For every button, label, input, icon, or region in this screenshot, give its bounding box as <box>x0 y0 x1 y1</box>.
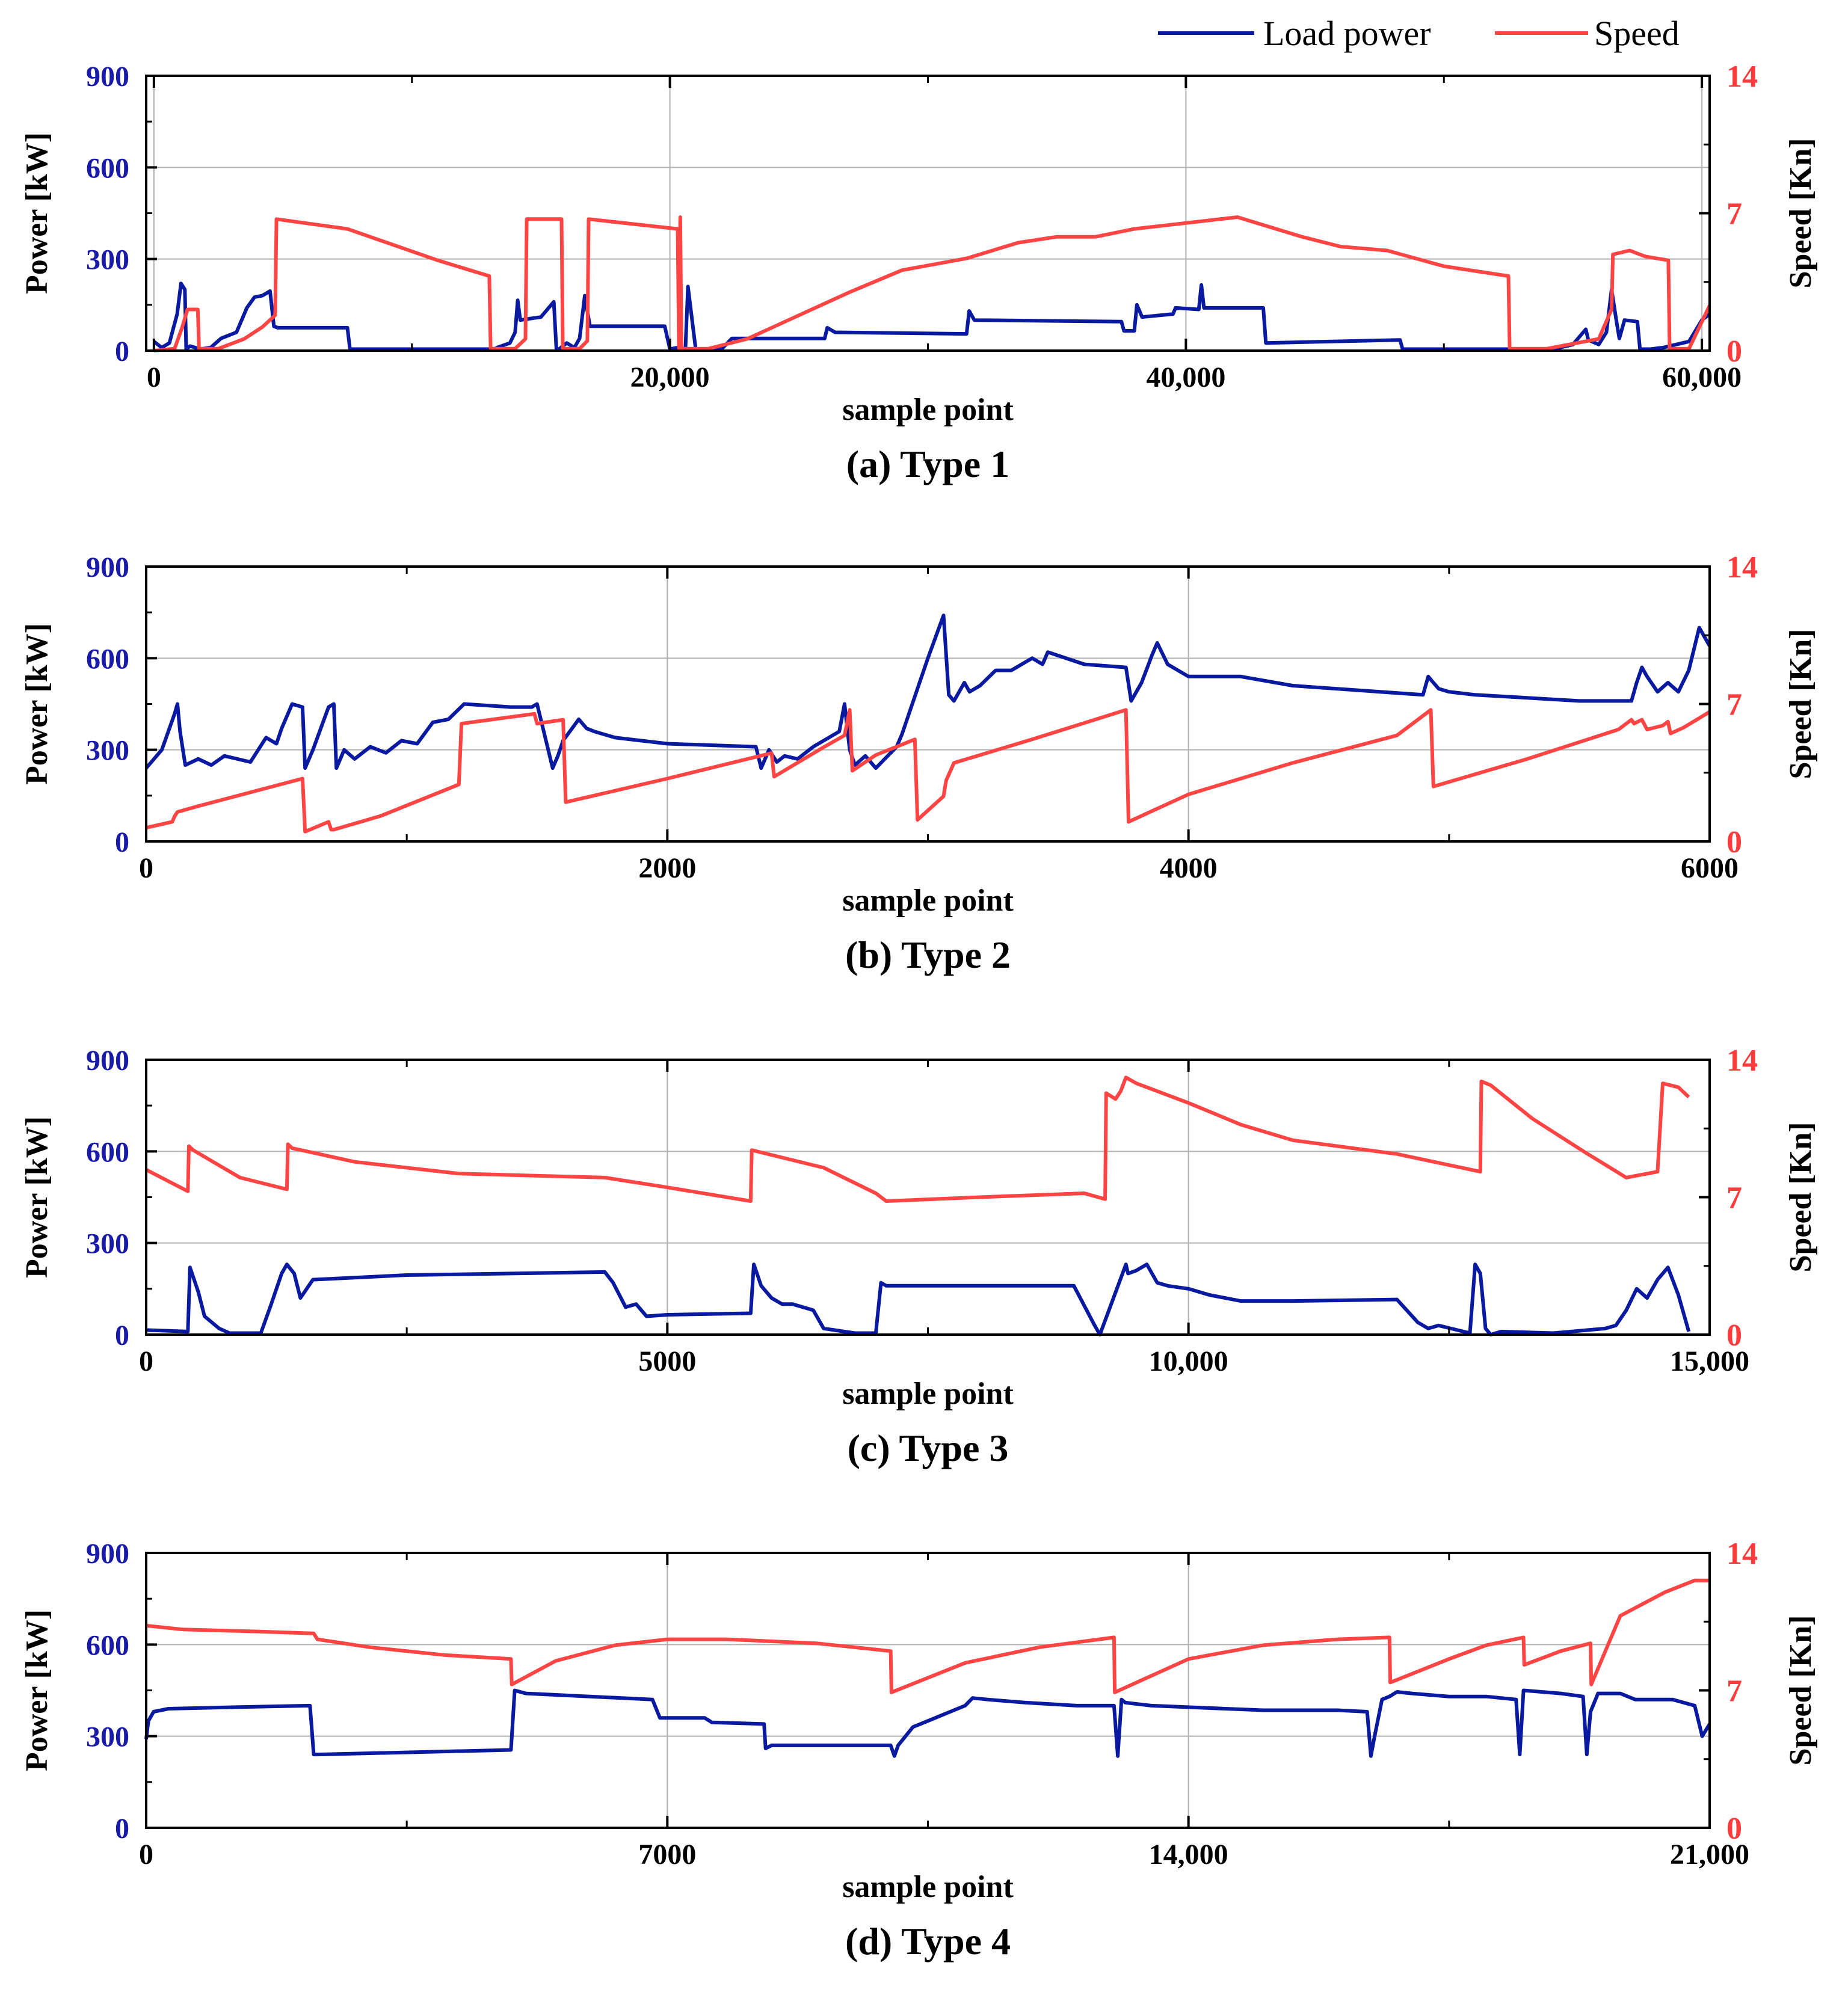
series-power <box>144 1688 1711 1758</box>
speed-line <box>145 1075 1690 1203</box>
x-tick-label: 7000 <box>638 1839 696 1871</box>
x-tick-label: 0 <box>139 852 153 884</box>
y-left-tick-label: 900 <box>86 1538 129 1570</box>
y-right-tick-label: 0 <box>1726 1812 1742 1846</box>
plot-frame <box>145 75 1711 352</box>
series-power <box>153 281 1711 351</box>
x-tick-label: 0 <box>139 1839 153 1871</box>
y-axis-right-title: Speed [Kn] <box>1784 1122 1818 1273</box>
x-tick-label: 10,000 <box>1149 1345 1228 1377</box>
x-axis-title: sample point <box>842 393 1014 427</box>
y-left-tick-label: 300 <box>86 1721 129 1753</box>
speed-line <box>146 708 1711 834</box>
grid <box>146 76 1710 351</box>
y-left-tick-label: 300 <box>86 735 129 767</box>
series-speed <box>146 1578 1710 1694</box>
x-tick-label: 40,000 <box>1146 361 1225 393</box>
series-speed <box>153 215 1711 352</box>
panel-caption: (c) Type 3 <box>848 1427 1009 1469</box>
y-left-tick-label: 600 <box>86 643 129 675</box>
x-tick-label: 5000 <box>638 1345 696 1377</box>
series-power <box>146 1262 1691 1336</box>
panel-caption: (a) Type 1 <box>846 443 1009 485</box>
y-right-tick-label: 14 <box>1726 1044 1758 1078</box>
load-power-line <box>153 281 1711 351</box>
y-left-tick-label: 900 <box>86 552 129 583</box>
x-tick-label: 60,000 <box>1662 361 1742 393</box>
x-axis-title: sample point <box>842 1870 1014 1904</box>
y-axis-left-title: Power [kW] <box>20 132 54 294</box>
y-right-tick-label: 14 <box>1726 60 1758 94</box>
legend: Load power Speed <box>1158 14 1680 53</box>
x-tick-label: 0 <box>147 361 161 393</box>
y-right-tick-label: 7 <box>1726 197 1742 232</box>
series-speed <box>146 708 1711 834</box>
y-right-tick-label: 7 <box>1726 1674 1742 1709</box>
legend-label-load-power: Load power <box>1263 14 1431 53</box>
speed-line <box>146 1578 1710 1694</box>
plot-frame <box>145 1552 1711 1829</box>
grid <box>146 1553 1710 1828</box>
panel-caption: (b) Type 2 <box>845 933 1011 976</box>
y-right-tick-label: 0 <box>1726 825 1742 859</box>
y-right-tick-label: 7 <box>1726 688 1742 722</box>
y-left-tick-label: 900 <box>86 1045 129 1077</box>
grid <box>146 1060 1710 1335</box>
x-tick-label: 4000 <box>1160 852 1218 884</box>
x-axis-title: sample point <box>842 1377 1014 1411</box>
speed-line <box>153 215 1711 352</box>
y-axis-left-title: Power [kW] <box>20 1609 54 1771</box>
x-tick-label: 20,000 <box>630 361 710 393</box>
plot-frame <box>145 1059 1711 1336</box>
load-power-line <box>144 1688 1711 1758</box>
y-axis-right-title: Speed [Kn] <box>1784 629 1818 779</box>
y-left-tick-label: 900 <box>86 61 129 93</box>
load-power-line <box>146 1262 1691 1336</box>
legend-label-speed: Speed <box>1594 14 1680 53</box>
y-left-tick-label: 600 <box>86 1629 129 1661</box>
series-speed <box>145 1075 1690 1203</box>
panel-caption: (d) Type 4 <box>845 1920 1011 1963</box>
x-tick-label: 6000 <box>1681 852 1739 884</box>
x-axis-title: sample point <box>842 884 1014 918</box>
y-axis-left-title: Power [kW] <box>20 623 54 785</box>
y-left-tick-label: 0 <box>115 1813 129 1845</box>
y-left-tick-label: 0 <box>115 1320 129 1351</box>
x-tick-label: 2000 <box>638 852 696 884</box>
y-left-tick-label: 300 <box>86 1228 129 1260</box>
y-left-tick-label: 0 <box>115 826 129 858</box>
y-right-tick-label: 0 <box>1726 334 1742 369</box>
y-axis-right-title: Speed [Kn] <box>1784 1615 1818 1766</box>
x-tick-label: 14,000 <box>1149 1839 1228 1871</box>
series-power <box>144 613 1711 770</box>
y-right-tick-label: 14 <box>1726 1537 1758 1571</box>
y-left-tick-label: 0 <box>115 336 129 367</box>
y-axis-right-title: Speed [Kn] <box>1784 138 1818 289</box>
plot-frame <box>145 565 1711 843</box>
y-right-tick-label: 0 <box>1726 1318 1742 1353</box>
y-left-tick-label: 300 <box>86 244 129 276</box>
y-left-tick-label: 600 <box>86 152 129 184</box>
y-left-tick-label: 600 <box>86 1136 129 1168</box>
load-power-line <box>144 613 1711 770</box>
x-tick-label: 0 <box>139 1345 153 1377</box>
y-right-tick-label: 7 <box>1726 1181 1742 1216</box>
x-tick-label: 21,000 <box>1670 1839 1749 1871</box>
y-right-tick-label: 14 <box>1726 550 1758 585</box>
x-tick-label: 15,000 <box>1670 1345 1749 1377</box>
y-axis-left-title: Power [kW] <box>20 1116 54 1278</box>
grid <box>146 567 1710 841</box>
